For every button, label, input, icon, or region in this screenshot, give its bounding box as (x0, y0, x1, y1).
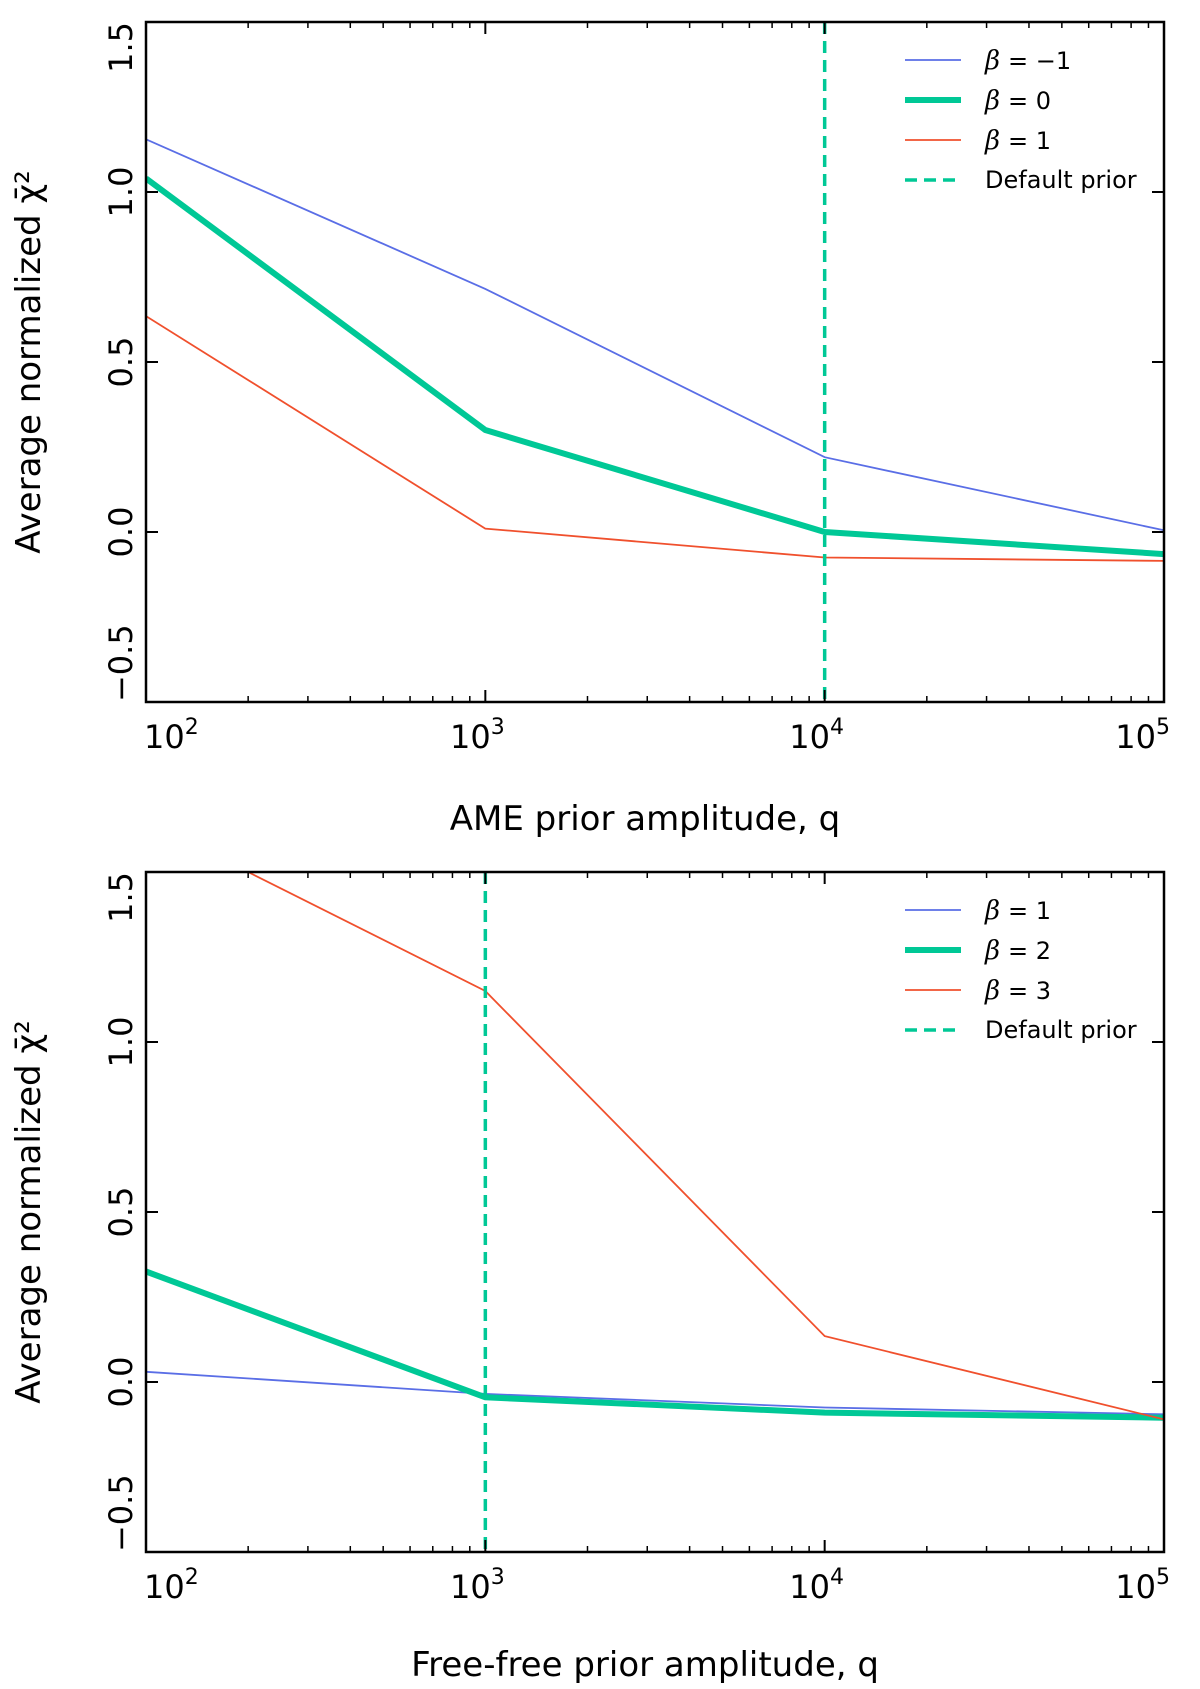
legend-label-default-prior: Default prior (985, 166, 1137, 194)
legend-label: β = 0 (984, 86, 1051, 116)
y-axis-title: Average normalized χ̄² (9, 1020, 49, 1403)
y-tick-label: 1.5 (102, 872, 140, 923)
free-free-prior-chart: 102 103 104 105 −0.5 0.0 0.5 1.0 1.5 Free-free pr… (9, 870, 1170, 1685)
legend-label: β = 3 (984, 976, 1051, 1006)
plot-area (146, 872, 1164, 1552)
y-tick-label: 0.5 (102, 337, 140, 388)
series-line-2 (146, 1268, 1164, 1421)
y-tick-label: 0.0 (102, 1357, 140, 1408)
axes-frame (144, 20, 1166, 704)
y-tick-label: 1.0 (102, 167, 140, 218)
series-line-1 (146, 1370, 1164, 1416)
x-tick-label: 103 (450, 1565, 505, 1606)
legend-label: β = −1 (984, 46, 1071, 76)
legend-label: β = 1 (984, 126, 1051, 156)
series-line-1 (146, 138, 1164, 532)
x-tick-label: 102 (144, 1565, 199, 1606)
y-tick-label: 1.0 (102, 1017, 140, 1068)
series-line-1 (146, 315, 1164, 562)
series-line-0 (146, 175, 1164, 558)
y-tick-label: −0.5 (102, 1474, 140, 1552)
series-line-3 (245, 872, 1164, 1421)
legend: β = −1 β = 0 β = 1 Default prior (905, 46, 1137, 194)
y-tick-label: 1.5 (102, 22, 140, 73)
x-tick-label: 105 (1115, 1565, 1170, 1606)
y-tick-label: 0.5 (102, 1187, 140, 1238)
x-tick-label: 105 (1115, 715, 1170, 756)
y-axis-title: Average normalized χ̄² (9, 170, 49, 553)
x-axis-title: Free-free prior amplitude, q (411, 1645, 879, 1685)
y-tick-label: −0.5 (102, 624, 140, 702)
legend-label: β = 2 (984, 936, 1051, 966)
x-tick-label: 104 (789, 1565, 844, 1606)
ame-prior-chart: 102 103 104 105 −0.5 0.0 0.5 1.0 1.5 AME prior am… (9, 20, 1170, 839)
legend-label: β = 1 (984, 896, 1051, 926)
axes-frame (144, 870, 1166, 1554)
x-tick-label: 102 (144, 715, 199, 756)
y-tick-label: 0.0 (102, 507, 140, 558)
legend: β = 1 β = 2 β = 3 Default prior (905, 896, 1137, 1044)
x-tick-label: 104 (789, 715, 844, 756)
legend-label-default-prior: Default prior (985, 1016, 1137, 1044)
x-axis-title: AME prior amplitude, q (450, 799, 841, 839)
x-tick-label: 103 (450, 715, 505, 756)
plot-area (146, 22, 1164, 702)
